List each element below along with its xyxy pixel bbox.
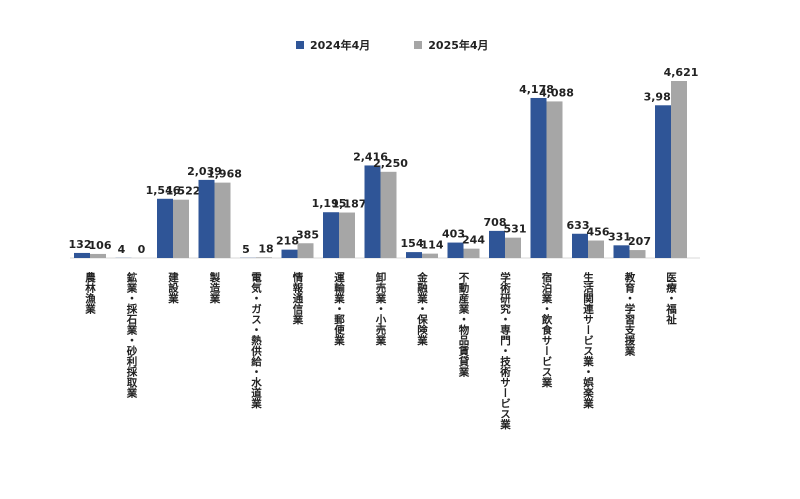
legend-label-2024: 2024年4月 — [310, 39, 371, 52]
bar-2024-8 — [406, 252, 422, 258]
value-label-2025-10: 531 — [504, 223, 527, 236]
value-label-2025-11: 4,088 — [539, 86, 574, 99]
value-label-2024-14: 3,987 — [644, 90, 679, 103]
bar-2025-0 — [90, 253, 106, 258]
legend-item-2024: 2024年4月 — [296, 37, 370, 53]
value-label-2025-12: 456 — [587, 226, 610, 239]
bar-2025-2 — [173, 199, 189, 258]
legend-item-2025: 2025年4月 — [414, 37, 489, 53]
bar-2024-0 — [74, 252, 90, 258]
category-label-13: 教育・学習支援業 — [624, 271, 636, 357]
value-label-2025-1: 0 — [138, 243, 146, 256]
bar-2025-13 — [629, 250, 646, 258]
value-label-2024-5: 218 — [276, 235, 299, 248]
bar-2025-6 — [339, 212, 355, 258]
category-label-2: 建設業 — [167, 271, 179, 304]
bar-2024-13 — [613, 245, 630, 258]
value-label-2024-11: 4,178 — [519, 83, 554, 96]
bar-2025-12 — [588, 240, 604, 258]
value-label-2025-5: 385 — [296, 228, 319, 241]
bar-2025-14 — [671, 81, 687, 258]
value-label-2024-3: 2,039 — [187, 165, 222, 178]
bar-2025-10 — [505, 237, 521, 258]
category-label-7: 卸売業・小売業 — [375, 271, 387, 346]
bar-2024-7 — [364, 165, 381, 258]
category-label-5: 情報通信業 — [292, 271, 304, 325]
bar-2025-7 — [380, 171, 397, 258]
value-label-2025-4: 18 — [258, 242, 273, 255]
category-label-8: 金融業・保険業 — [416, 271, 428, 346]
value-label-2024-13: 331 — [608, 230, 631, 243]
bar-2024-11 — [530, 97, 547, 258]
legend-swatch-2024 — [296, 41, 304, 49]
value-label-2025-3: 1,968 — [207, 168, 242, 181]
value-label-2024-7: 2,416 — [353, 150, 388, 163]
category-label-4: 電気・ガス・熱供給・水道業 — [250, 272, 262, 409]
value-label-2025-6: 1,187 — [332, 198, 367, 211]
value-label-2024-10: 708 — [484, 216, 507, 229]
bar-2024-10 — [489, 230, 505, 258]
value-label-2024-0: 132 — [69, 238, 92, 251]
value-label-2024-1: 4 — [118, 243, 126, 256]
value-label-2025-7: 2,250 — [373, 157, 408, 170]
value-label-2025-0: 106 — [89, 239, 112, 252]
bar-2024-3 — [198, 179, 215, 258]
bar-2024-6 — [323, 212, 339, 258]
value-label-2025-8: 114 — [421, 239, 444, 252]
category-label-11: 宿泊業・飲食サービス業 — [541, 271, 553, 388]
category-label-12: 生活関連サービス業・娯楽業 — [582, 271, 594, 409]
bar-2025-8 — [422, 253, 438, 258]
category-label-9: 不動産業・物品賃貸業 — [458, 272, 470, 378]
bar-2025-5 — [297, 243, 314, 258]
value-label-2024-6: 1,195 — [312, 197, 347, 210]
legend-swatch-2025 — [414, 41, 423, 49]
legend-label-2025: 2025年4月 — [428, 39, 489, 52]
value-label-2024-4: 5 — [242, 243, 250, 256]
bar-2024-12 — [572, 233, 588, 258]
bar-2024-9 — [447, 242, 464, 258]
bar-2025-4 — [256, 257, 272, 258]
category-label-14: 医療・福祉 — [665, 272, 677, 325]
bar-2024-5 — [281, 249, 298, 258]
value-label-2025-2: 1,522 — [166, 185, 201, 198]
value-label-2024-8: 154 — [401, 237, 424, 250]
bar-2025-3 — [214, 182, 231, 258]
value-label-2025-9: 244 — [462, 234, 485, 247]
category-label-3: 製造業 — [209, 271, 221, 304]
value-label-2024-9: 403 — [442, 228, 465, 241]
category-label-6: 運輸業・郵便業 — [333, 272, 345, 346]
value-label-2025-14: 4,621 — [664, 66, 699, 79]
bar-2024-14 — [655, 105, 671, 258]
value-label-2024-12: 633 — [567, 219, 590, 232]
value-label-2025-13: 207 — [628, 235, 651, 248]
value-label-2024-2: 1,546 — [146, 184, 181, 197]
category-label-0: 農林漁業 — [84, 271, 96, 315]
category-label-10: 学術研究・専門・技術サービス業 — [499, 271, 511, 430]
bar-2024-2 — [157, 198, 173, 258]
category-label-1: 鉱業・採石業・砂利採取業 — [126, 271, 138, 399]
legend: 2024年4月 2025年4月 — [296, 37, 489, 53]
bar-2025-11 — [546, 101, 563, 258]
bar-2025-9 — [463, 248, 480, 258]
